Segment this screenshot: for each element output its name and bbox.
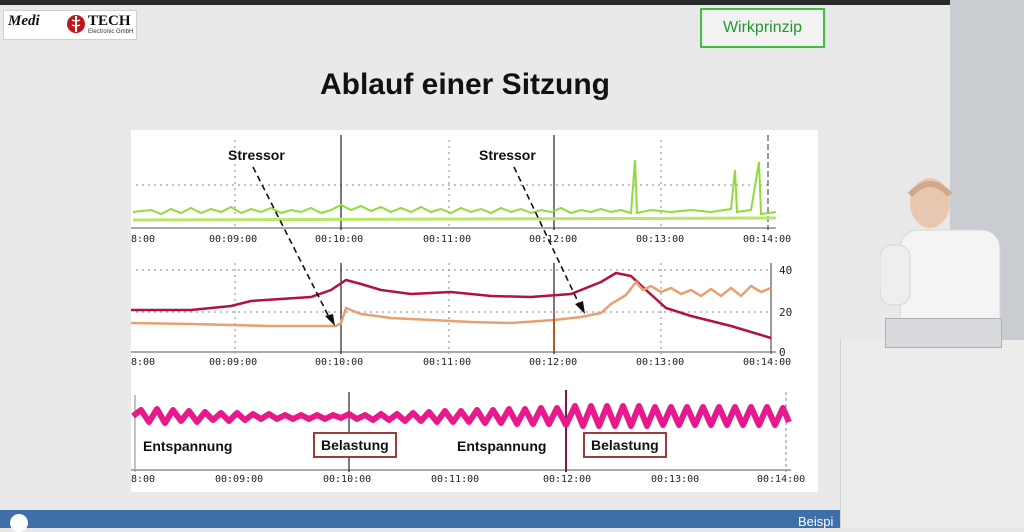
stressor-arrow-1 [252, 166, 332, 322]
podium [840, 340, 1024, 528]
session-chart [131, 135, 792, 472]
green-signal-1 [132, 159, 777, 216]
panel3-tick-6: 00:14:00 [757, 474, 806, 485]
panel1-tick-0: 8:00 [131, 234, 156, 245]
panel-1 [131, 135, 777, 230]
stressor-arrow-2 [513, 166, 582, 309]
panel1-tick-1: 00:09:00 [209, 234, 258, 245]
logo-subtitle: Electronic GmbH [88, 29, 134, 35]
caduceus-icon [67, 15, 85, 33]
phase-label-entspannung-1: Entspannung [143, 438, 233, 454]
bottom-bar [0, 510, 840, 528]
magenta-signal [131, 403, 792, 429]
phase-label-belastung-1: Belastung [313, 432, 397, 458]
panel1-tick-3: 00:11:00 [423, 234, 472, 245]
panel2-tick-1: 00:09:00 [209, 357, 258, 368]
panel2-ytick-0: 0 [779, 346, 786, 359]
panel3-tick-5: 00:13:00 [651, 474, 700, 485]
phase-label-entspannung-2: Entspannung [457, 438, 547, 454]
panel2-tick-2: 00:10:00 [315, 357, 364, 368]
top-bar [0, 0, 1024, 5]
panel2-tick-5: 00:13:00 [636, 357, 685, 368]
panel2-tick-0: 8:00 [131, 357, 156, 368]
red-signal [131, 271, 772, 340]
panel1-tick-4: 00:12:00 [529, 234, 578, 245]
panel3-tick-4: 00:12:00 [543, 474, 592, 485]
panel2-tick-3: 00:11:00 [423, 357, 472, 368]
stressor-arrow-2-head [575, 301, 585, 314]
presenter-figure [880, 178, 1001, 345]
laptop [885, 318, 1002, 348]
stressor-arrow-1-head [325, 314, 335, 326]
stressor-label-1: Stressor [228, 147, 285, 163]
panel-3 [131, 390, 792, 472]
panel1-tick-5: 00:13:00 [636, 234, 685, 245]
green-signal-2 [132, 216, 777, 222]
meditech-logo: Medi TECH Electronic GmbH [3, 10, 137, 40]
phase-label-belastung-2: Belastung [583, 432, 667, 458]
bottom-bar-dot[interactable] [10, 514, 28, 532]
panel3-tick-0: 8:00 [131, 474, 156, 485]
panel-2 [131, 263, 776, 354]
panel2-tick-4: 00:12:00 [529, 357, 578, 368]
panel3-tick-1: 00:09:00 [215, 474, 264, 485]
panel1-tick-2: 00:10:00 [315, 234, 364, 245]
orange-signal [131, 280, 772, 328]
panel3-tick-3: 00:11:00 [431, 474, 480, 485]
panel3-tick-2: 00:10:00 [323, 474, 372, 485]
logo-medi-text: Medi [8, 13, 40, 29]
slide-title: Ablauf einer Sitzung [319, 68, 610, 101]
bottom-bar-text: Beispi [798, 514, 834, 529]
panel2-ytick-40: 40 [779, 264, 793, 277]
logo-tech-text: TECH [88, 13, 131, 29]
stressor-label-2: Stressor [479, 147, 536, 163]
session-figure: Stressor Stressor 8:00 00:09:00 00:10:00… [131, 130, 818, 492]
panel2-ytick-20: 20 [779, 306, 793, 319]
panel2-tick-6: 00:14:00 [743, 357, 792, 368]
wirkprinzip-badge: Wirkprinzip [700, 8, 825, 48]
panel1-tick-6: 00:14:00 [743, 234, 792, 245]
stressor-arrows [252, 166, 585, 326]
